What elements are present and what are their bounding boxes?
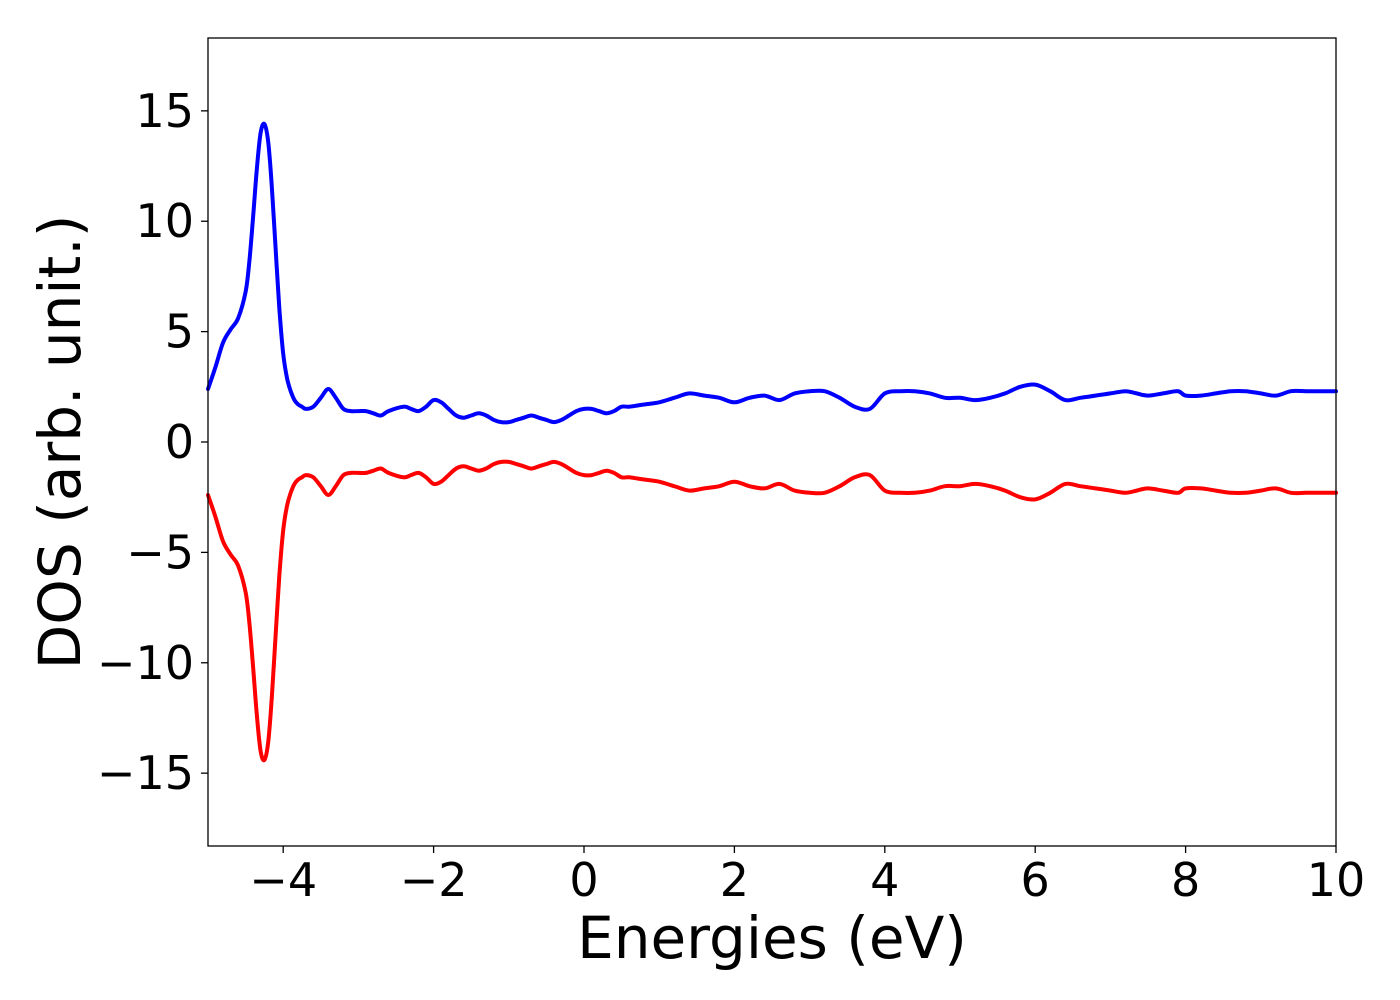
x-tick-label: 6 [1021, 853, 1050, 907]
y-tick-label: 5 [165, 305, 194, 359]
x-tick-label: −2 [400, 853, 468, 907]
y-tick-label: 0 [165, 415, 194, 469]
series-line-2 [206, 459, 1338, 763]
x-tick-label: −4 [249, 853, 317, 907]
y-tick-label: −10 [97, 636, 194, 690]
x-axis-label: Energies (eV) [577, 904, 967, 972]
y-axis-ticks: 15 10 5 0 −5 −10 −15 [97, 84, 208, 800]
x-tick-label: 10 [1307, 853, 1366, 907]
y-tick-label: −5 [126, 525, 194, 579]
x-tick-label: 8 [1171, 853, 1200, 907]
plot-frame [207, 37, 1337, 847]
y-axis-label: DOS (arb. unit.) [26, 215, 94, 670]
x-tick-label: 2 [720, 853, 749, 907]
x-axis-ticks: −4 −2 0 2 4 6 8 10 [249, 846, 1365, 907]
series-layer [206, 121, 1338, 763]
x-tick-label: 4 [870, 853, 899, 907]
y-tick-label: −15 [97, 746, 194, 800]
series-line-1 [206, 121, 1338, 425]
y-tick-label: 15 [135, 84, 194, 138]
y-tick-label: 10 [135, 194, 194, 248]
x-tick-label: 0 [569, 853, 598, 907]
